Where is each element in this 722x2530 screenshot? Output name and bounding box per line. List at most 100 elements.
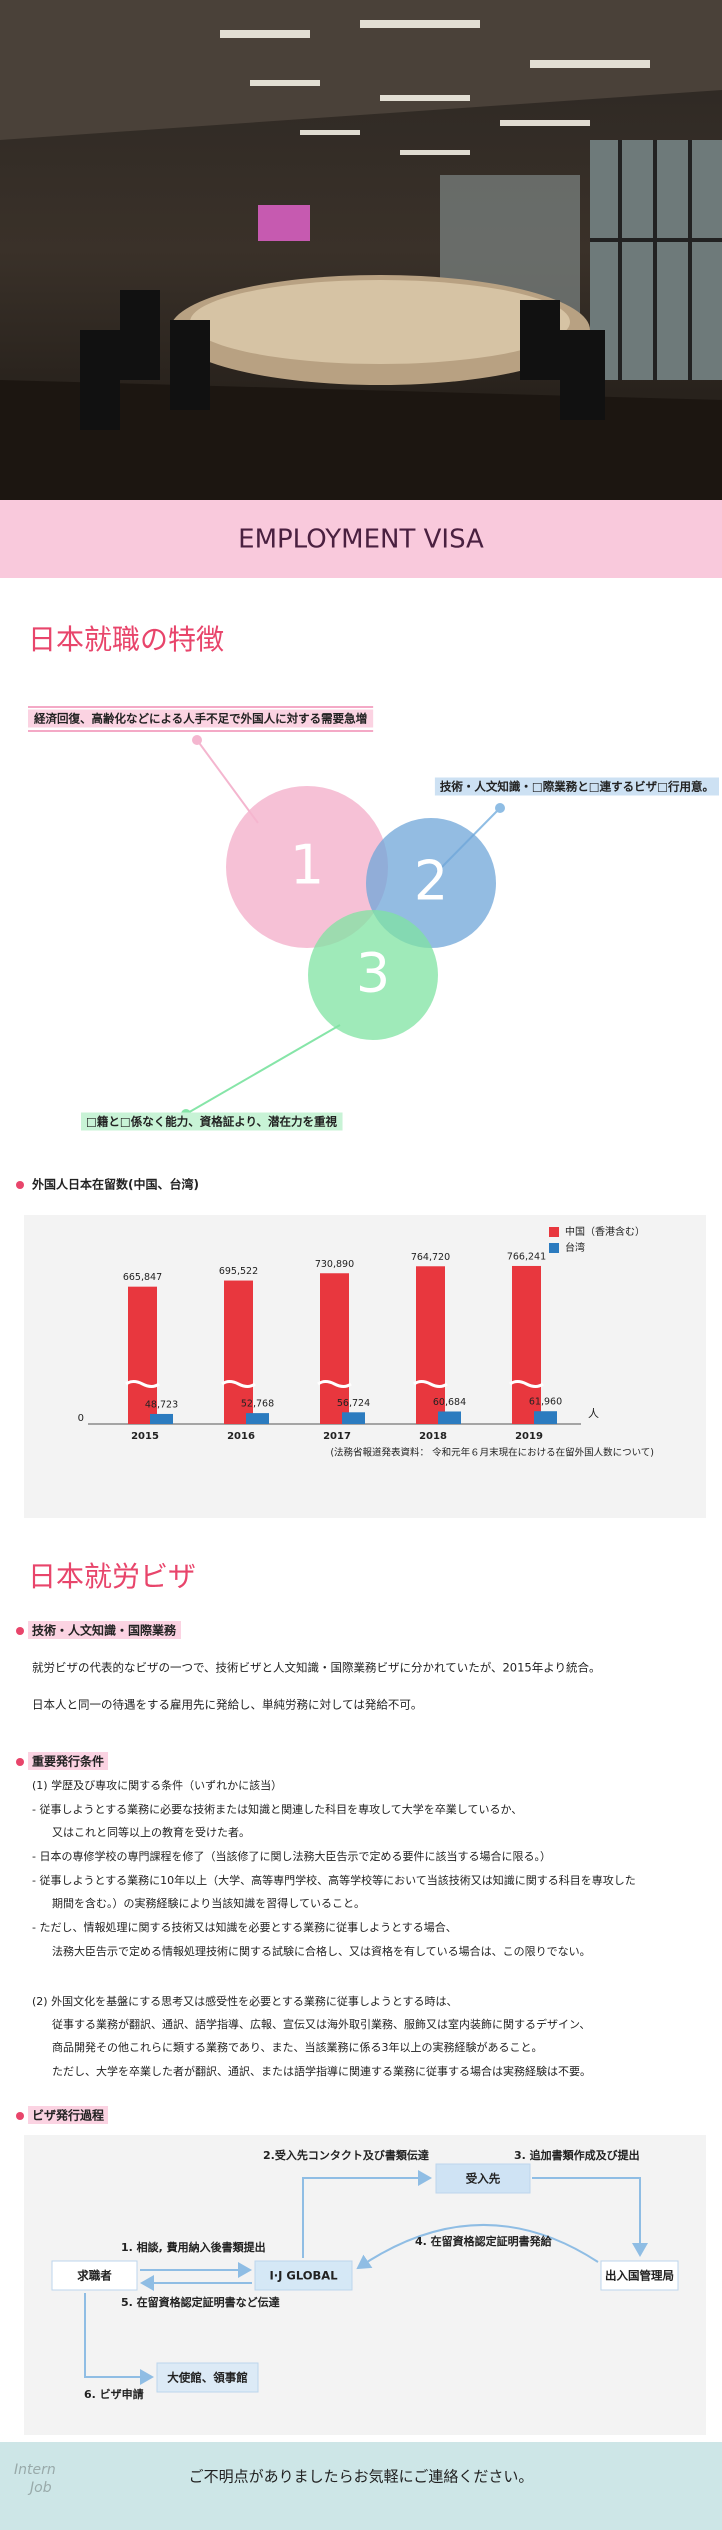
paragraph: 日本人と同一の待遇をする雇用先に発給し、単純労務に対しては発給不可。 — [32, 1698, 422, 1712]
bullet-heading: ビザ発行過程 — [32, 2108, 104, 2123]
circle-number: 2 — [414, 850, 448, 913]
feature-point: 経済回復、高齢化などによる人手不足で外国人に対する需要急増 — [34, 712, 367, 726]
flow-arrows — [84, 2170, 648, 2385]
legend-swatch — [549, 1227, 559, 1237]
axis-break — [317, 1380, 352, 1388]
bullet-heading: 技術・人文知識・国際業務 — [32, 1623, 177, 1638]
value-label: 766,241 — [507, 1251, 546, 1262]
footer — [0, 2442, 722, 2530]
footer-logo: Intern — [14, 2462, 56, 2478]
highlight — [28, 1621, 182, 1639]
highlight — [81, 1112, 343, 1131]
flow-node-label: 出入国管理局 — [605, 2269, 674, 2283]
flow-node — [600, 2260, 679, 2291]
circle-number: 1 — [290, 834, 324, 897]
legend-label: 中国（香港含む） — [565, 1225, 645, 1238]
bar — [512, 1265, 541, 1424]
bar — [534, 1411, 557, 1424]
chart-source: (法務省報道発表資料： 令和元年６月末現在における在留外国人数について) — [330, 1447, 654, 1459]
condition-line: - 従事しようとする業務に必要な技術または知識と関連した科目を専攻して大学を卒業… — [32, 1802, 522, 1816]
section-title: 日本就職の特徴 — [28, 623, 224, 656]
bar — [320, 1273, 349, 1424]
flow-node — [435, 2163, 531, 2194]
condition-line: ただし、大学を卒業した者が翻訳、通訳、または語学指導に関連する業務に従事する場合… — [52, 2064, 591, 2078]
flow-node-label: 大使館、領事館 — [167, 2371, 248, 2385]
condition-line: 商品開発その他これらに類する業務であり、また、当該業務に係る3年以上の実務経験が… — [52, 2040, 542, 2054]
dot — [192, 735, 202, 745]
axis-break — [125, 1380, 160, 1388]
bar — [246, 1413, 269, 1424]
value-label: 764,720 — [411, 1252, 450, 1263]
value-label: 695,522 — [219, 1266, 258, 1277]
axis-break — [221, 1380, 256, 1388]
bullet-heading: 外国人日本在留数(中国、台湾) — [32, 1177, 199, 1192]
bullet-heading: 重要発行条件 — [32, 1754, 104, 1769]
condition-line: 法務大臣告示で定める情報処理技術に関する試験に合格し、又は資格を有している場合は… — [52, 1944, 591, 1958]
feature-point: □籍と□係なく能力、資格証より、潜在力を重視 — [86, 1115, 338, 1129]
condition-line: 又はこれと同等以上の教育を受けた者。 — [52, 1825, 250, 1839]
bar — [224, 1280, 253, 1424]
feature-point: 技術・人文知識・□際業務と□連するビザ□行用意。 — [440, 780, 714, 794]
condition-line: 従事する業務が翻訳、通訳、語学指導、広報、宣伝又は海外取引業務、服飾又は室内装飾… — [52, 2017, 590, 2031]
highlight — [434, 777, 719, 796]
bullet — [16, 1181, 24, 1189]
footer-logo: Job — [27, 2480, 52, 2496]
hero-photo — [0, 0, 722, 500]
y-unit: 人 — [588, 1407, 599, 1420]
condition-line: (1) 学歴及び専攻に関する条件（いずれかに該当） — [32, 1778, 282, 1792]
chart-card — [24, 1215, 706, 1518]
bar — [438, 1411, 461, 1424]
condition-line: 期間を含む。）の実務経験により当該知識を習得していること。 — [52, 1896, 365, 1910]
circle-1 — [226, 786, 388, 948]
bar — [342, 1412, 365, 1424]
flow-node-label: 求職者 — [77, 2269, 112, 2283]
value-label: 48,723 — [145, 1399, 178, 1410]
flow-step: 3. 追加書類作成及び提出 — [514, 2148, 640, 2162]
footer-text: ご不明点がありましたらお気軽にご連絡ください。 — [189, 2468, 534, 2486]
condition-line: - 従事しようとする業務に10年以上（大学、高等専門学校、高等学校等において当該… — [32, 1873, 636, 1887]
bar — [128, 1286, 157, 1424]
condition-line: - ただし、情報処理に関する技術又は知識を必要とする業務に従事しようとする場合、 — [32, 1920, 457, 1934]
flow-step: 1. 相談, 費用納入後書類提出 — [121, 2240, 266, 2254]
paragraph: 就労ビザの代表的なビザの一つで、技術ビザと人文知識・国際業務ビザに分かれていたが… — [32, 1661, 601, 1675]
x-tick-label: 2019 — [515, 1431, 543, 1442]
value-label: 61,960 — [529, 1397, 562, 1408]
x-tick-label: 2015 — [131, 1431, 159, 1442]
flow-node-label: 受入先 — [466, 2172, 501, 2186]
highlight — [28, 1752, 109, 1770]
flow-node — [254, 2260, 353, 2291]
value-label: 52,768 — [241, 1399, 274, 1410]
circle-number: 3 — [356, 942, 390, 1005]
flow-node — [51, 2260, 138, 2291]
flow-step: 5. 在留資格認定証明書など伝達 — [121, 2295, 280, 2309]
flow-node-label: I·J GLOBAL — [269, 2269, 338, 2283]
flow-step: 2.受入先コンタクト及び書類伝達 — [263, 2148, 429, 2162]
legend-label: 台湾 — [565, 1241, 585, 1254]
x-tick-label: 2016 — [227, 1431, 255, 1442]
value-label: 665,847 — [123, 1272, 162, 1283]
y-tick-label: 0 — [78, 1413, 84, 1424]
dot — [495, 803, 505, 813]
highlight — [28, 2106, 109, 2124]
bullet — [16, 1758, 24, 1766]
title-band — [0, 500, 722, 578]
bullet — [16, 1627, 24, 1635]
highlight — [28, 709, 374, 728]
value-label: 56,724 — [337, 1398, 370, 1409]
value-label: 60,684 — [433, 1397, 466, 1408]
section-title: 日本就労ビザ — [28, 1560, 196, 1593]
legend-swatch — [549, 1243, 559, 1253]
value-label: 730,890 — [315, 1259, 354, 1270]
x-tick-label: 2017 — [323, 1431, 351, 1442]
bullet — [16, 2112, 24, 2120]
axis-break — [413, 1380, 448, 1388]
circle-3 — [308, 910, 438, 1040]
x-tick-label: 2018 — [419, 1431, 447, 1442]
bar — [416, 1266, 445, 1424]
condition-line: - 日本の専修学校の専門課程を修了（当該修了に関し法務大臣告示で定める要件に該当… — [32, 1849, 551, 1863]
bar — [150, 1413, 173, 1424]
flow-step: 6. ビザ申請 — [84, 2387, 144, 2401]
flow-card — [24, 2135, 706, 2435]
